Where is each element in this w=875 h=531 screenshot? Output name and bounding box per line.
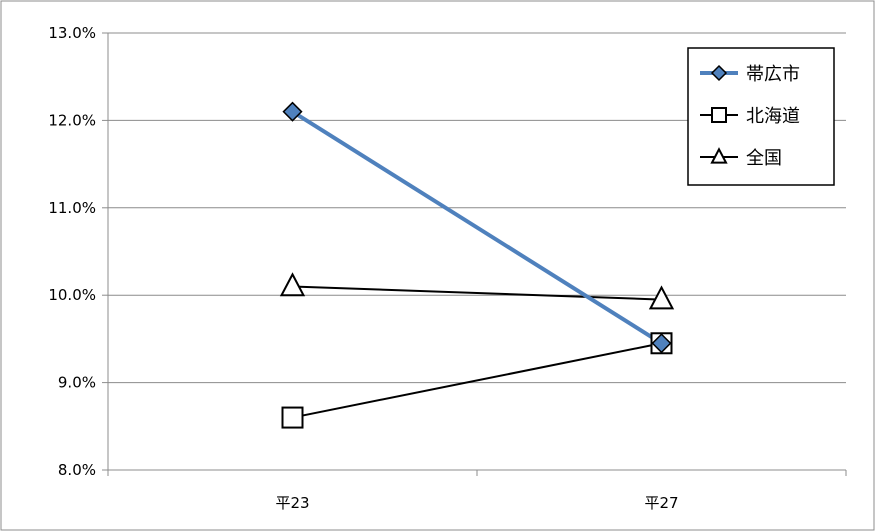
series-2-point-1 — [648, 285, 675, 310]
legend-marker-1 — [711, 107, 727, 123]
series-0-point-1 — [651, 333, 672, 354]
legend-label: 全国 — [746, 148, 782, 169]
series-line-0 — [291, 109, 663, 345]
series-line-1 — [292, 342, 662, 419]
series-markers — [279, 101, 675, 429]
series-line-2 — [292, 285, 662, 301]
series-0-point-0 — [282, 101, 303, 122]
x-tick-label: 平27 — [644, 494, 678, 512]
legend-marker-2 — [710, 147, 728, 164]
x-tick-labels: 平23 平27 — [275, 494, 678, 512]
legend-label: 北海道 — [746, 106, 800, 127]
y-tick-labels: 8.0% 9.0% 10.0% 11.0% 12.0% 13.0% — [48, 24, 96, 479]
y-tick-label: 13.0% — [48, 24, 96, 42]
y-tick-label: 8.0% — [58, 461, 96, 479]
axes — [102, 32, 847, 476]
legend-label: 帯広市 — [746, 64, 800, 85]
x-tick-label: 平23 — [275, 494, 309, 512]
gridlines — [108, 32, 846, 384]
y-tick-label: 11.0% — [48, 199, 96, 217]
series-1-point-0 — [281, 406, 304, 429]
series-lines — [291, 109, 663, 419]
y-tick-label: 10.0% — [48, 286, 96, 304]
y-tick-label: 9.0% — [58, 374, 96, 392]
legend-marker-0 — [710, 64, 728, 82]
series-2-point-0 — [279, 272, 306, 297]
y-tick-label: 12.0% — [48, 111, 96, 129]
